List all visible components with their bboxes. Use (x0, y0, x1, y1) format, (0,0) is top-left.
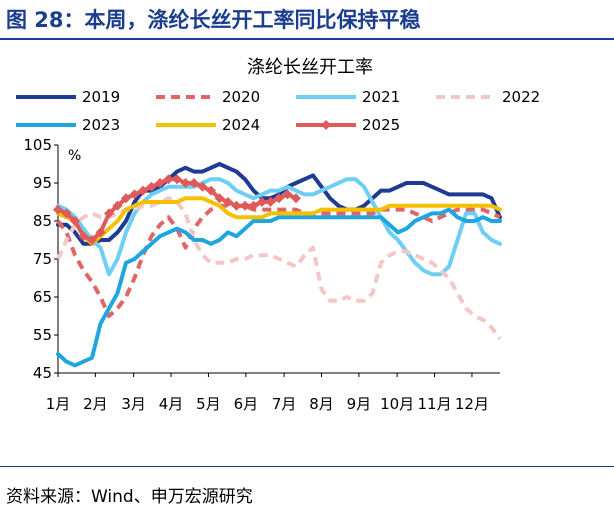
legend-label-2024: 2024 (222, 116, 260, 134)
x-tick-label: 3月 (121, 395, 146, 413)
legend-label-2022: 2022 (502, 88, 540, 106)
x-tick-label: 1月 (46, 395, 71, 413)
data-point-2025 (265, 197, 276, 207)
y-tick-label: 45 (33, 364, 52, 382)
data-point-2025 (146, 181, 157, 192)
y-tick-label: 75 (33, 250, 52, 268)
data-point-2025 (129, 189, 140, 200)
x-tick-label: 10月 (380, 395, 414, 413)
axes: 45 55 65 75 85 95 105 1月 2月 3月 4月 5月 6月 7月 8月 9月 10月 11月 1… (23, 136, 500, 413)
x-tick-label: 8月 (309, 395, 334, 413)
chart-title: 涤纶长丝开工率 (247, 57, 373, 78)
series-group (53, 162, 502, 368)
legend-label-2023: 2023 (82, 116, 120, 134)
data-point-2025 (223, 197, 233, 207)
data-point-2025 (172, 174, 182, 185)
data-point-2025 (206, 185, 216, 196)
data-point-2025 (155, 178, 165, 188)
x-tick-label: 7月 (272, 395, 297, 413)
x-tick-label: 9月 (347, 395, 372, 413)
data-point-2025 (138, 185, 148, 196)
y-tick-label: 95 (33, 174, 52, 192)
series-line-2021 (56, 177, 502, 277)
data-point-2025 (197, 181, 208, 192)
data-point-2025 (112, 200, 123, 211)
x-tick-label: 5月 (196, 395, 221, 413)
data-point-2025 (240, 200, 250, 211)
source-note: 资料来源：Wind、申万宏源研究 (6, 487, 253, 507)
data-point-2025 (282, 189, 293, 200)
legend-marker-2025 (321, 120, 331, 130)
y-tick-label: 105 (23, 136, 52, 154)
series-line-2022 (56, 196, 502, 340)
y-tick-label: 55 (33, 326, 52, 344)
x-tick-label: 4月 (159, 395, 184, 413)
data-point-2025 (257, 197, 267, 207)
data-point-2025 (248, 200, 259, 211)
y-unit-label: % (68, 148, 81, 164)
y-tick-label: 85 (33, 212, 52, 230)
data-point-2025 (53, 204, 63, 215)
legend: 2019 2020 2021 2022 2023 2024 2025 (16, 88, 540, 134)
figure-title: 图 28：本周，涤纶长丝开工率同比保持平稳 (6, 8, 421, 32)
x-tick-label: 6月 (234, 395, 259, 413)
data-point-2025 (61, 208, 72, 219)
source-divider (0, 466, 614, 467)
data-point-2025 (95, 227, 106, 238)
legend-label-2025: 2025 (362, 116, 400, 134)
legend-label-2020: 2020 (222, 88, 260, 106)
legend-label-2019: 2019 (82, 88, 120, 106)
data-point-2025 (78, 231, 89, 242)
data-point-2025 (121, 193, 131, 204)
data-point-2025 (274, 193, 284, 204)
data-point-2025 (231, 200, 242, 211)
data-point-2025 (104, 208, 114, 219)
data-point-2025 (70, 216, 80, 226)
x-tick-label: 11月 (418, 395, 452, 413)
data-point-2025 (214, 193, 225, 204)
data-point-2025 (189, 178, 199, 188)
title-underline (0, 38, 614, 40)
data-point-2025 (87, 235, 97, 245)
x-tick-label: 2月 (83, 395, 108, 413)
data-point-2025 (180, 178, 191, 188)
data-point-2025 (291, 193, 301, 204)
data-point-2025 (163, 174, 174, 185)
series-line-2020 (56, 203, 501, 318)
y-tick-label: 65 (33, 288, 52, 306)
series-line-2024 (56, 196, 502, 246)
series-line-2023 (56, 207, 502, 368)
x-tick-label: 12月 (455, 395, 489, 413)
legend-label-2021: 2021 (362, 88, 400, 106)
line-chart: 涤纶长丝开工率 2019 2020 2021 2022 2023 2024 2025 45 5… (16, 57, 540, 413)
